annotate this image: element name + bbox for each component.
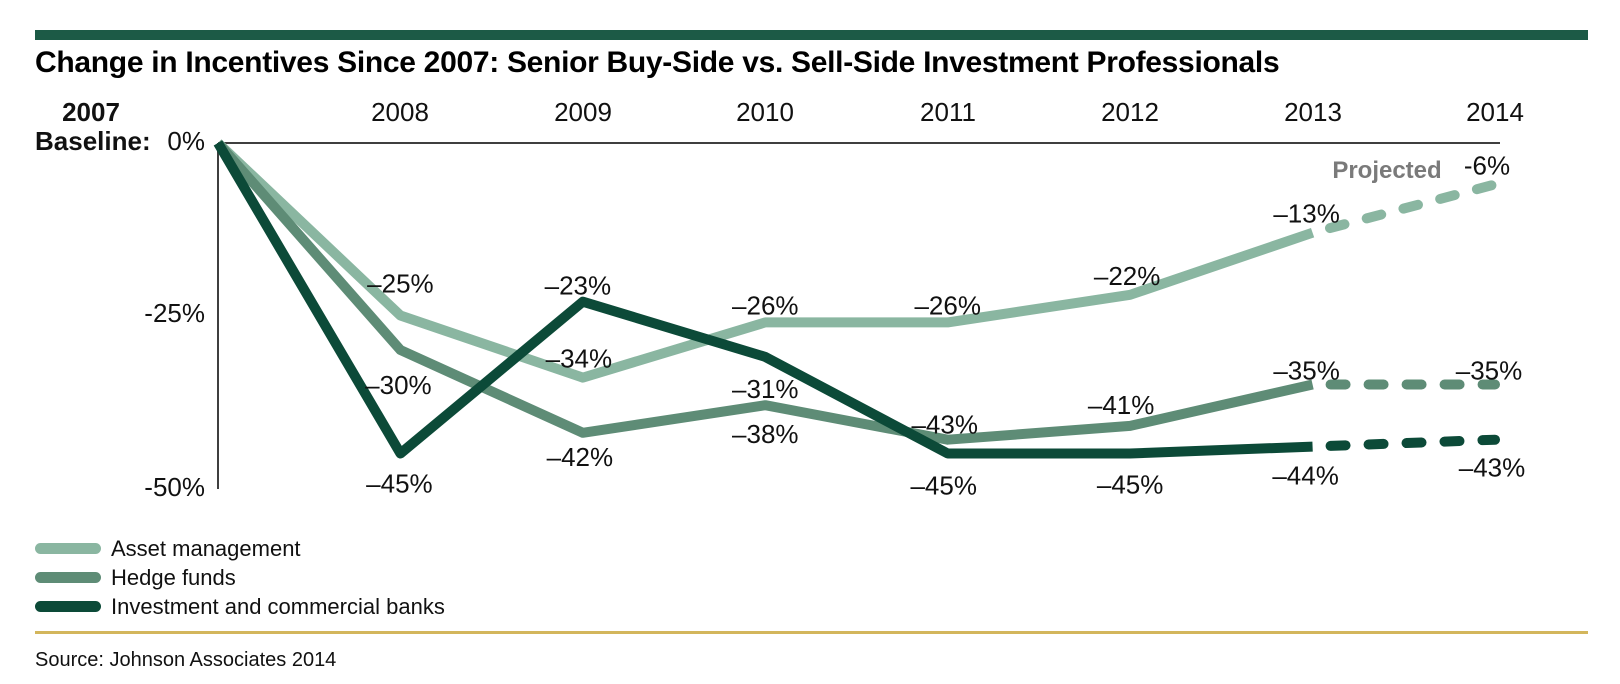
asset-management-swatch [35, 543, 101, 554]
baseline-word: Baseline: [35, 126, 151, 156]
investment-and-commercial-banks-projected-line [1307, 434, 1501, 452]
hedge-funds-line [214, 139, 1314, 445]
hedge-funds-label-2011: –43% [911, 410, 978, 440]
x-axis-label-2009: 2009 [554, 97, 612, 127]
projected-annotation: Projected [1332, 157, 1441, 184]
gold-divider [35, 631, 1588, 634]
data-labels-layer: –25% –34% –26% –26% –22% –13% -6% –30% –42% –38% –… [365, 150, 1525, 500]
legend-item-banks: Investment and commercial banks [35, 592, 445, 621]
legend-label: Asset management [111, 535, 301, 561]
hedge-funds-label-2010: –38% [732, 419, 799, 449]
x-axis-label-2013: 2013 [1284, 97, 1342, 127]
asset-management-label-2008: –25% [367, 269, 434, 299]
asset-management-line [214, 139, 1315, 383]
header-accent-bar [35, 30, 1588, 40]
asset-management-label-2012: –22% [1094, 261, 1161, 291]
x-axis-label-2011: 2011 [920, 97, 976, 127]
investment-and-commercial-banks-label-2013: –44% [1272, 461, 1339, 491]
y-tick-minus25: -25% [144, 298, 205, 328]
investment-and-commercial-banks-label-2011: –45% [910, 471, 977, 501]
x-axis-label-2012: 2012 [1101, 97, 1159, 127]
x-axis-label-2008: 2008 [371, 97, 429, 127]
investment-and-commercial-banks-line [213, 140, 1313, 459]
chart-legend: Asset management Hedge funds Investment … [35, 534, 445, 621]
asset-management-label-2013: –13% [1273, 199, 1340, 229]
asset-management-label-2011: –26% [914, 290, 981, 320]
hedge-funds-label-2012: –41% [1088, 390, 1155, 420]
hedge-funds-label-2014: –35% [1456, 356, 1523, 386]
investment-and-commercial-banks-label-2010: –31% [732, 374, 799, 404]
investment-and-commercial-banks-label-2009: –23% [545, 271, 612, 301]
investment-and-commercial-banks-label-2014: –43% [1459, 453, 1526, 483]
hedge-funds-label-2008: –30% [365, 370, 432, 400]
asset-management-label-2009: –34% [546, 344, 613, 374]
y-tick-minus50: -50% [144, 472, 205, 502]
legend-item-hedge-funds: Hedge funds [35, 563, 445, 592]
hedge-funds-swatch [35, 572, 101, 583]
asset-management-label-2010: –26% [732, 290, 799, 320]
hedge-funds-label-2009: –42% [547, 442, 614, 472]
legend-label: Hedge funds [111, 564, 236, 590]
investment-and-commercial-banks-label-2008: –45% [366, 469, 433, 499]
series-layer [213, 139, 1501, 459]
source-credit: Source: Johnson Associates 2014 [35, 649, 337, 671]
asset-management-projected-line [1307, 179, 1501, 238]
hedge-funds-label-2013: –35% [1273, 356, 1340, 386]
y-tick-0: 0% [167, 126, 205, 156]
asset-management-label-2014: -6% [1464, 150, 1510, 180]
legend-label: Investment and commercial banks [111, 593, 445, 619]
investment-and-commercial-banks-label-2012: –45% [1097, 470, 1164, 500]
x-axis-label-2007: 2007 [62, 97, 120, 127]
banks-swatch [35, 601, 101, 612]
x-axis-label-2014: 2014 [1466, 97, 1524, 127]
x-axis-label-2010: 2010 [736, 97, 794, 127]
legend-item-asset-management: Asset management [35, 534, 445, 563]
chart-title: Change in Incentives Since 2007: Senior … [35, 46, 1280, 79]
